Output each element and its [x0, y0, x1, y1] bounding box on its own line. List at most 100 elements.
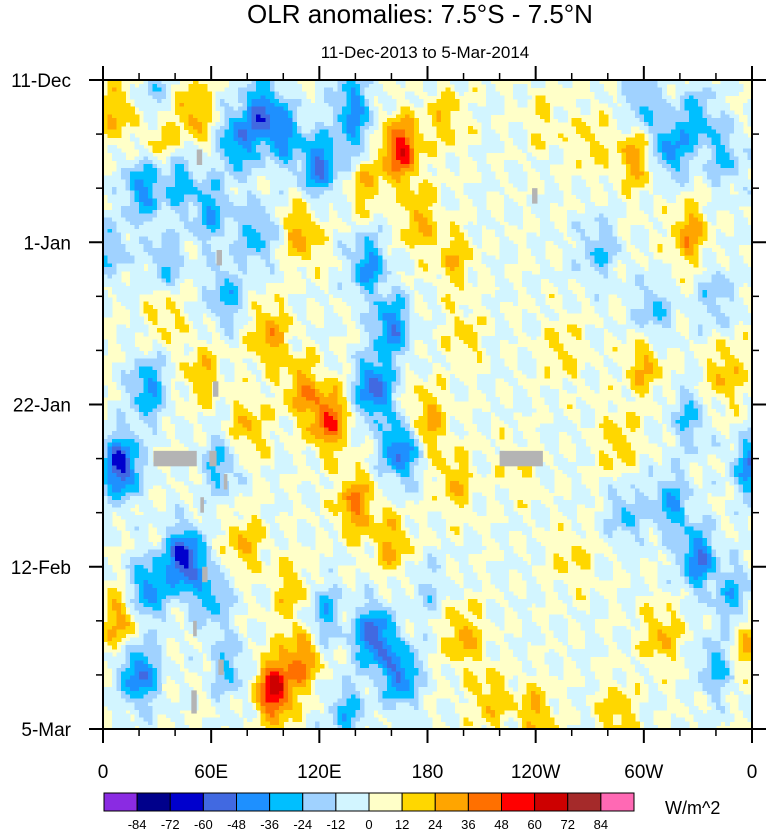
- heatmap-cell: [175, 148, 181, 154]
- heatmap-cell: [693, 202, 699, 207]
- heatmap-cell: [616, 251, 622, 257]
- heatmap-cell: [580, 194, 586, 199]
- heatmap-cell: [630, 259, 636, 264]
- heatmap-cell: [391, 102, 397, 108]
- heatmap-cell: [580, 106, 586, 112]
- heatmap-cell: [553, 156, 559, 161]
- heatmap-cell: [607, 247, 613, 253]
- heatmap-cell: [585, 99, 591, 104]
- heatmap-cell: [432, 114, 438, 119]
- heatmap-cell: [238, 121, 244, 127]
- heatmap-cell: [580, 221, 586, 226]
- heatmap-cell: [540, 209, 546, 215]
- heatmap-cell: [441, 102, 447, 108]
- heatmap-cell: [247, 236, 253, 241]
- heatmap-cell: [247, 80, 253, 85]
- heatmap-cell: [143, 110, 149, 115]
- heatmap-cell: [305, 171, 311, 177]
- heatmap-cell: [314, 163, 320, 169]
- heatmap-cell: [729, 141, 735, 146]
- heatmap-cell: [450, 228, 456, 234]
- heatmap-cell: [720, 190, 726, 196]
- heatmap-cell: [328, 121, 334, 127]
- heatmap-cell: [445, 251, 451, 257]
- heatmap-cell: [522, 144, 528, 150]
- heatmap-cell: [571, 190, 577, 196]
- heatmap-cell: [693, 255, 699, 261]
- heatmap-cell: [418, 213, 424, 219]
- heatmap-cell: [517, 171, 523, 177]
- heatmap-cell: [188, 194, 194, 199]
- heatmap-cell: [558, 152, 564, 157]
- heatmap-cell: [161, 83, 167, 89]
- heatmap-cell: [445, 106, 451, 112]
- heatmap-cell: [305, 99, 311, 104]
- heatmap-cell: [134, 244, 140, 249]
- heatmap-cell: [364, 251, 370, 257]
- heatmap-cell: [580, 99, 586, 104]
- heatmap-cell: [711, 167, 717, 173]
- heatmap-cell: [450, 205, 456, 211]
- heatmap-cell: [418, 202, 424, 207]
- heatmap-cell: [350, 133, 356, 138]
- heatmap-cell: [427, 80, 433, 85]
- heatmap-cell: [170, 152, 176, 157]
- heatmap-cell: [504, 205, 510, 211]
- heatmap-cell: [247, 228, 253, 234]
- heatmap-cell: [535, 102, 541, 108]
- heatmap-cell: [310, 179, 316, 184]
- heatmap-cell: [364, 152, 370, 157]
- heatmap-cell: [283, 202, 289, 207]
- heatmap-cell: [179, 167, 185, 173]
- heatmap-cell: [346, 133, 352, 138]
- heatmap-cell: [161, 232, 167, 238]
- heatmap-cell: [688, 148, 695, 154]
- heatmap-cell: [242, 217, 248, 222]
- heatmap-cell: [639, 190, 645, 196]
- heatmap-cell: [265, 240, 271, 245]
- heatmap-cell: [283, 156, 289, 161]
- heatmap-cell: [621, 247, 627, 253]
- heatmap-cell: [688, 186, 695, 192]
- heatmap-cell: [576, 228, 582, 234]
- heatmap-cell: [738, 221, 744, 226]
- heatmap-cell: [305, 148, 311, 154]
- heatmap-cell: [517, 144, 523, 150]
- heatmap-cell: [143, 202, 149, 207]
- heatmap-cell: [441, 259, 447, 264]
- heatmap-cell: [697, 152, 704, 157]
- heatmap-cell: [724, 194, 731, 199]
- heatmap-cell: [256, 255, 262, 261]
- heatmap-cell: [666, 133, 672, 138]
- heatmap-cell: [283, 99, 289, 104]
- heatmap-cell: [368, 83, 375, 89]
- heatmap-cell: [260, 160, 266, 165]
- heatmap-cell: [612, 213, 618, 219]
- heatmap-cell: [675, 183, 681, 188]
- heatmap-cell: [400, 156, 406, 161]
- heatmap-cell: [445, 194, 451, 199]
- heatmap-cell: [733, 125, 740, 131]
- heatmap-cell: [175, 156, 181, 161]
- heatmap-cell: [481, 175, 487, 180]
- heatmap-cell: [616, 205, 622, 211]
- heatmap-cell: [215, 148, 221, 154]
- heatmap-cell: [229, 160, 235, 165]
- heatmap-cell: [355, 244, 361, 249]
- heatmap-cell: [724, 83, 731, 89]
- heatmap-cell: [197, 95, 203, 100]
- heatmap-cell: [148, 121, 154, 127]
- heatmap-cell: [292, 183, 298, 188]
- heatmap-cell: [188, 91, 194, 96]
- heatmap-cell: [152, 217, 158, 222]
- heatmap-cell: [197, 236, 203, 241]
- heatmap-cell: [301, 110, 307, 115]
- heatmap-cell: [688, 221, 695, 226]
- heatmap-cell: [184, 194, 190, 199]
- heatmap-cell: [432, 225, 438, 230]
- heatmap-cell: [188, 186, 194, 192]
- heatmap-cell: [499, 267, 505, 272]
- heatmap-cell: [238, 106, 244, 112]
- heatmap-cell: [134, 156, 140, 161]
- heatmap-cell: [418, 148, 424, 154]
